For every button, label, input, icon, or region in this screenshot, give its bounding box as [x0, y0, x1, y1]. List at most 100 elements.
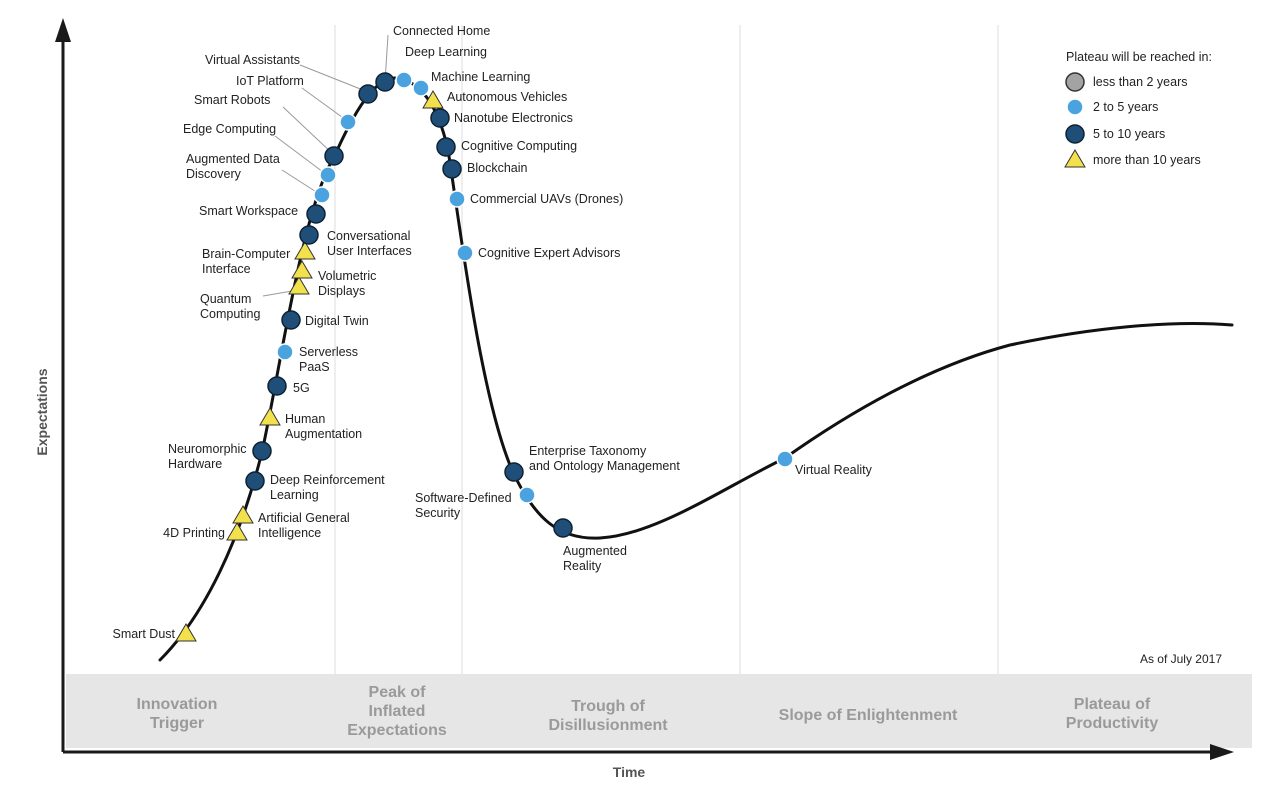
- x-axis-title: Time: [613, 764, 646, 780]
- tech-marker-enterprise-taxonomy-and-ontology-management: [504, 462, 524, 482]
- phase-label-line: Slope of Enlightenment: [779, 707, 958, 724]
- tech-brain-computer-interface: Brain-Computer Interface: [202, 241, 316, 276]
- phase-peak-of-inflated-expectations: Peak of Inflated Expectations: [347, 684, 447, 739]
- phase-slope-of-enlightenment: Slope of Enlightenment: [779, 707, 958, 724]
- tech-virtual-assistants: Virtual Assistants: [205, 53, 378, 104]
- tech-label-deep-learning-line: Deep Learning: [405, 45, 487, 59]
- tech-machine-learning: Machine Learning: [412, 70, 530, 97]
- tech-label-virtual-reality-line: Virtual Reality: [795, 463, 873, 477]
- tech-label-conversational-user-interfaces-line: User Interfaces: [327, 244, 412, 258]
- tech-label-5g-line: 5G: [293, 381, 310, 395]
- phase-label-line: Trigger: [150, 715, 204, 732]
- tech-deep-reinforcement-learning: Deep Reinforcement Learning: [245, 471, 385, 502]
- tech-label-augmented-data-discovery-line: Augmented Data: [186, 152, 280, 166]
- tech-label-autonomous-vehicles-line: Autonomous Vehicles: [447, 90, 567, 104]
- tech-deep-learning: Deep Learning: [395, 45, 487, 89]
- tech-marker-virtual-reality: [776, 450, 794, 468]
- tech-label-machine-learning: Machine Learning: [431, 70, 530, 84]
- phase-band: [66, 674, 1252, 748]
- legend-label-gt10: more than 10 years: [1093, 153, 1201, 167]
- tech-marker-augmented-reality: [553, 518, 573, 538]
- tech-label-deep-learning: Deep Learning: [405, 45, 487, 59]
- leader-line: [274, 135, 328, 176]
- tech-label-volumetric-displays-line: Displays: [318, 284, 365, 298]
- phase-label-line: Innovation: [137, 696, 218, 713]
- phase-label-line: Plateau of: [1074, 696, 1151, 713]
- legend-item-2to5: 2 to 5 years: [1066, 98, 1158, 116]
- tech-connected-home: Connected Home: [375, 24, 490, 92]
- tech-marker-smart-workspace: [306, 204, 326, 224]
- tech-autonomous-vehicles: Autonomous Vehicles: [422, 90, 567, 109]
- tech-label-cognitive-expert-advisors: Cognitive Expert Advisors: [478, 246, 620, 260]
- tech-marker-augmented-data-discovery: [313, 186, 331, 204]
- tech-neuromorphic-hardware: Neuromorphic Hardware: [168, 441, 272, 471]
- tech-nanotube-electronics: Nanotube Electronics: [430, 108, 573, 128]
- tech-label-digital-twin: Digital Twin: [305, 314, 369, 328]
- x-axis-arrow-icon: [1210, 744, 1234, 760]
- tech-label-smart-dust-line: Smart Dust: [112, 627, 175, 641]
- tech-label-brain-computer-interface-line: Brain-Computer: [202, 247, 290, 261]
- tech-conversational-user-interfaces: Conversational User Interfaces: [299, 225, 412, 258]
- phase-label-line: Disillusionment: [548, 717, 668, 734]
- phase-label-line: Productivity: [1066, 715, 1159, 732]
- tech-label-virtual-assistants: Virtual Assistants: [205, 53, 300, 67]
- tech-label-quantum-computing-line: Quantum: [200, 292, 251, 306]
- tech-label-deep-reinforcement-learning-line: Deep Reinforcement: [270, 473, 385, 487]
- tech-augmented-data-discovery: Augmented Data Discovery: [186, 152, 331, 204]
- tech-quantum-computing: Quantum Computing: [200, 276, 310, 321]
- tech-label-neuromorphic-hardware-line: Hardware: [168, 457, 222, 471]
- tech-human-augmentation: Human Augmentation: [259, 407, 362, 441]
- leader-line: [282, 106, 335, 156]
- tech-smart-workspace: Smart Workspace: [199, 204, 326, 224]
- tech-marker-virtual-assistants: [358, 84, 378, 104]
- tech-label-serverless-paas-line: Serverless: [299, 345, 358, 359]
- tech-software-defined-security: Software-Defined Security: [415, 486, 536, 520]
- legend-item-5to10: 5 to 10 years: [1065, 124, 1165, 144]
- tech-marker-neuromorphic-hardware: [252, 441, 272, 461]
- legend: Plateau will be reached in: less than 2 …: [1064, 50, 1212, 168]
- tech-label-serverless-paas: Serverless PaaS: [299, 345, 358, 374]
- tech-label-blockchain: Blockchain: [467, 161, 527, 175]
- tech-edge-computing: Edge Computing: [183, 122, 337, 184]
- tech-commercial-uavs-drones: Commercial UAVs (Drones): [448, 190, 623, 208]
- legend-marker-lt2-circle-icon: [1065, 72, 1085, 92]
- tech-label-4d-printing: 4D Printing: [163, 526, 225, 540]
- tech-label-deep-reinforcement-learning-line: Learning: [270, 488, 319, 502]
- tech-marker-volumetric-displays: [291, 260, 313, 279]
- y-axis-arrow-icon: [55, 18, 71, 42]
- phase-label-line: Inflated: [369, 703, 426, 720]
- tech-marker-cognitive-expert-advisors: [456, 244, 474, 262]
- tech-marker-nanotube-electronics: [430, 108, 450, 128]
- phase-label-line: Peak of: [369, 684, 427, 701]
- tech-artificial-general-intelligence: Artificial General Intelligence: [232, 505, 350, 540]
- tech-marker-software-defined-security: [518, 486, 536, 504]
- tech-label-cognitive-computing-line: Cognitive Computing: [461, 139, 577, 153]
- tech-cognitive-computing: Cognitive Computing: [436, 137, 577, 157]
- phase-labels: Innovation Trigger Peak of Inflated Expectat…: [137, 684, 1159, 739]
- tech-label-neuromorphic-hardware-line: Neuromorphic: [168, 442, 247, 456]
- tech-virtual-reality: Virtual Reality: [776, 450, 873, 477]
- tech-label-brain-computer-interface: Brain-Computer Interface: [202, 247, 290, 276]
- tech-label-5g: 5G: [293, 381, 310, 395]
- tech-marker-autonomous-vehicles: [422, 90, 444, 109]
- tech-marker-artificial-general-intelligence: [232, 505, 254, 524]
- hype-curve: [158, 76, 1234, 662]
- tech-label-nanotube-electronics-line: Nanotube Electronics: [454, 111, 573, 125]
- tech-label-iot-platform-line: IoT Platform: [236, 74, 304, 88]
- tech-serverless-paas: Serverless PaaS: [276, 343, 358, 374]
- tech-label-neuromorphic-hardware: Neuromorphic Hardware: [168, 442, 247, 471]
- tech-label-software-defined-security-line: Security: [415, 506, 461, 520]
- axes: Expectations Time: [34, 18, 1234, 780]
- tech-marker-conversational-user-interfaces: [299, 225, 319, 245]
- tech-label-human-augmentation-line: Human: [285, 412, 325, 426]
- tech-label-smart-robots-line: Smart Robots: [194, 93, 270, 107]
- tech-label-augmented-data-discovery-line: Discovery: [186, 167, 242, 181]
- tech-label-connected-home: Connected Home: [393, 24, 490, 38]
- tech-label-artificial-general-intelligence: Artificial General Intelligence: [258, 511, 350, 540]
- legend-marker-2to5-circle-icon: [1066, 98, 1084, 116]
- tech-label-artificial-general-intelligence-line: Artificial General: [258, 511, 350, 525]
- tech-label-4d-printing-line: 4D Printing: [163, 526, 225, 540]
- tech-marker-iot-platform: [339, 113, 357, 131]
- tech-label-augmented-data-discovery: Augmented Data Discovery: [186, 152, 280, 181]
